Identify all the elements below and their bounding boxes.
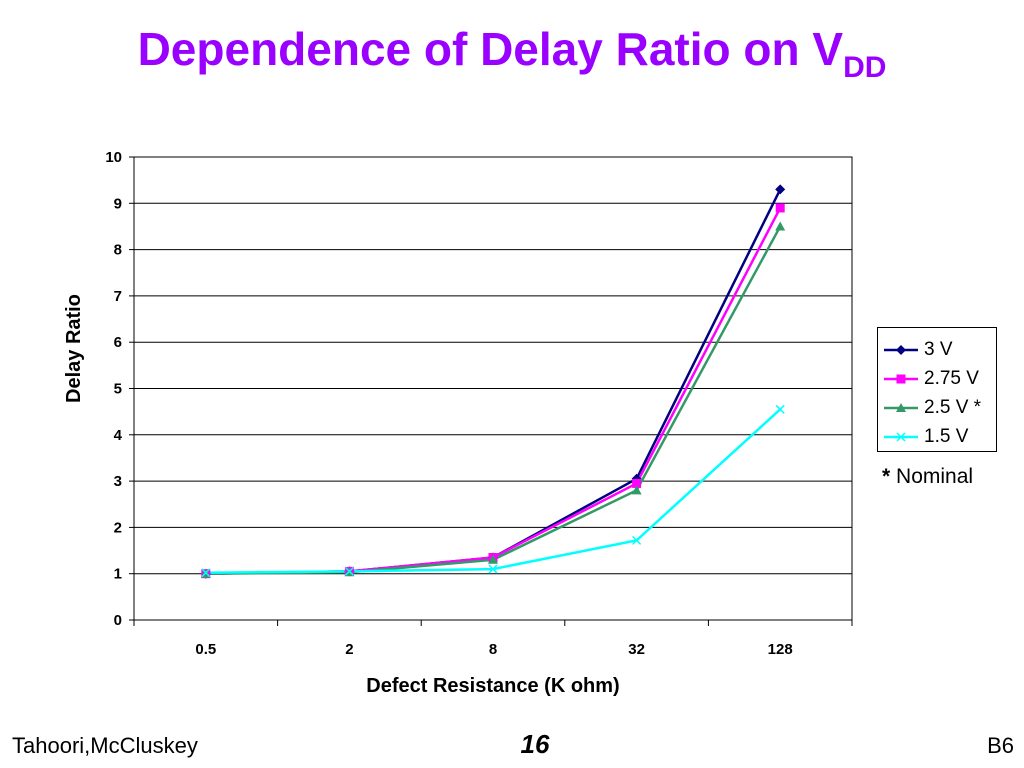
y-axis-title: Delay Ratio: [63, 294, 85, 403]
x-tick-label: 2: [345, 641, 353, 658]
page-number: 16: [520, 729, 550, 759]
slide-code: B6: [987, 733, 1014, 758]
y-tick-label: 0: [114, 612, 122, 629]
y-tick-label: 10: [105, 149, 122, 166]
legend-entry: 2.5 V *: [878, 394, 996, 420]
x-axis-title: Defect Resistance (K ohm): [366, 675, 619, 697]
y-tick-label: 8: [114, 242, 122, 259]
data-point: [632, 535, 642, 545]
y-tick-label: 7: [114, 288, 122, 305]
series-markers: [200, 184, 786, 579]
legend-swatch: [884, 374, 918, 384]
data-point: [775, 221, 786, 231]
y-tick-label: 1: [114, 566, 122, 583]
legend-swatch: [884, 403, 918, 412]
legend-label: 3 V: [924, 339, 953, 360]
legend-entry: 1.5 V: [878, 423, 996, 449]
data-point: [488, 564, 498, 574]
legend-entry: 2.75 V: [878, 365, 996, 391]
y-tick-label: 4: [114, 427, 123, 444]
y-tick-label: 3: [114, 473, 122, 490]
legend-label: 2.5 V *: [924, 397, 982, 418]
series-line-0: [205, 188, 782, 575]
legend-marker: [896, 345, 906, 355]
data-point: [201, 568, 211, 578]
slide-title: Dependence of Delay Ratio on VDD: [0, 22, 1024, 85]
legend-marker: [896, 374, 906, 384]
title-subscript: DD: [843, 51, 887, 84]
data-point: [632, 478, 642, 488]
legend-swatch: [884, 432, 918, 442]
plot-area: [133, 156, 853, 621]
legend-label: 2.75 V: [924, 368, 979, 389]
y-tick-label: 6: [114, 334, 122, 351]
title-main: Dependence of Delay Ratio on V: [137, 23, 844, 75]
data-point: [488, 554, 498, 564]
y-tick-label: 5: [114, 381, 122, 398]
y-tick-label: 9: [114, 195, 122, 212]
y-tick-labels: 0 1 2 3 4 5 6 7 8 9 10: [105, 149, 122, 629]
series-line-3: [205, 408, 782, 575]
data-point: [775, 404, 785, 414]
gridlines: [129, 156, 852, 621]
legend-entry: 3 V: [878, 336, 996, 362]
data-point: [775, 184, 786, 195]
legend-label: 1.5 V: [924, 426, 969, 447]
data-point: [631, 485, 642, 495]
data-point: [344, 566, 354, 576]
y-tick-label: 2: [114, 519, 122, 536]
legend-marker: [896, 432, 906, 442]
legend-marker: [896, 403, 906, 412]
series-line-1: [205, 207, 782, 575]
nominal-note: * Nominal: [882, 465, 973, 489]
chart-legend: 3 V 2.75 V 2.5 V * 1.5 V: [877, 327, 997, 452]
data-point: [775, 203, 785, 213]
x-tick-label: 8: [489, 641, 497, 658]
legend-swatch: [884, 345, 918, 355]
x-tick-label: 0.5: [195, 641, 216, 658]
x-tick-label: 128: [768, 641, 793, 658]
series-lines: [205, 188, 782, 575]
x-tick-marks: [133, 620, 853, 626]
x-tick-labels: 0.5 2 8 32 128: [195, 641, 792, 658]
series-line-2: [205, 225, 782, 575]
x-tick-label: 32: [628, 641, 645, 658]
footer-authors: Tahoori,McCluskey: [12, 733, 198, 758]
nominal-star: *: [882, 465, 891, 488]
nominal-text: Nominal: [890, 465, 974, 488]
